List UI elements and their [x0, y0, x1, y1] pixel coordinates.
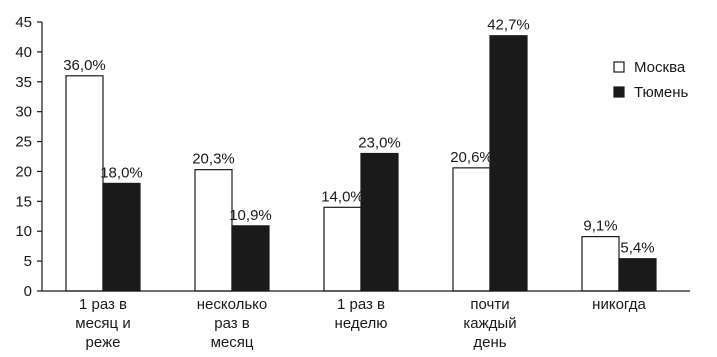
y-tick-label: 15: [15, 193, 32, 210]
legend-swatch: [613, 86, 625, 98]
x-category-label-line: раз в: [214, 315, 250, 332]
bar-tyumen: [102, 182, 141, 292]
x-category-label: несколько раз в месяц: [197, 296, 268, 351]
data-label: 23,0%: [358, 135, 401, 152]
bar-moscow: [194, 169, 233, 292]
y-axis: 0 5 10 15 20 25 30 35 40 45: [15, 14, 43, 300]
bar-tyumen: [231, 225, 270, 292]
data-label: 20,3%: [192, 151, 235, 168]
x-category-label-line: никогда: [592, 296, 646, 313]
y-tick-label: 10: [15, 223, 32, 240]
bar-moscow: [452, 167, 491, 292]
y-tick-label: 5: [24, 253, 32, 270]
data-label: 14,0%: [321, 188, 364, 205]
bar-moscow: [65, 75, 104, 292]
x-category-label-line: месяц: [211, 334, 254, 351]
y-tick-label: 40: [15, 44, 32, 61]
x-category-label-line: 1 раз в: [79, 296, 127, 313]
x-category-label-line: месяц и: [75, 315, 130, 332]
data-label: 10,9%: [229, 207, 272, 224]
x-category-label: 1 раз в месяц и реже: [75, 296, 130, 351]
data-label: 42,7%: [487, 17, 530, 34]
x-category-label-line: несколько: [197, 296, 268, 313]
x-category-label: никогда: [592, 296, 646, 313]
x-category-label-line: день: [473, 334, 506, 351]
bar-tyumen: [489, 35, 528, 292]
bar-moscow: [323, 206, 362, 292]
y-tick-label: 25: [15, 134, 32, 151]
x-category-label-line: каждый: [463, 315, 516, 332]
x-category-label-line: почти: [470, 296, 509, 313]
data-labels: 36,0% 20,3% 14,0% 20,6% 9,1% 18,0% 10,9% 23,0% 4…: [63, 17, 654, 257]
x-category-label: 1 раз в неделю: [335, 296, 388, 332]
bar-tyumen: [618, 258, 657, 292]
legend-label: Тюмень: [634, 84, 689, 101]
x-category-label-line: неделю: [335, 315, 388, 332]
y-tick-label: 35: [15, 74, 32, 91]
legend: Москва Тюмень: [613, 59, 689, 101]
x-category-label: почти каждый день: [463, 296, 516, 351]
data-label: 36,0%: [63, 57, 106, 74]
x-axis: 1 раз в месяц и реже несколько раз в месяц 1 р…: [42, 290, 690, 351]
legend-swatch: [613, 61, 625, 73]
data-label: 18,0%: [100, 164, 143, 181]
bar-moscow: [581, 236, 620, 292]
data-label: 5,4%: [620, 240, 654, 257]
bars: [65, 35, 657, 292]
x-category-label-line: реже: [86, 334, 121, 351]
y-tick-label: 0: [24, 283, 32, 300]
y-tick-label: 45: [15, 14, 32, 31]
x-category-label-line: 1 раз в: [337, 296, 385, 313]
y-tick-label: 30: [15, 104, 32, 121]
legend-label: Москва: [634, 59, 686, 76]
data-label: 20,6%: [450, 149, 493, 166]
data-label: 9,1%: [583, 218, 617, 235]
bar-tyumen: [360, 152, 399, 292]
y-tick-label: 20: [15, 163, 32, 180]
